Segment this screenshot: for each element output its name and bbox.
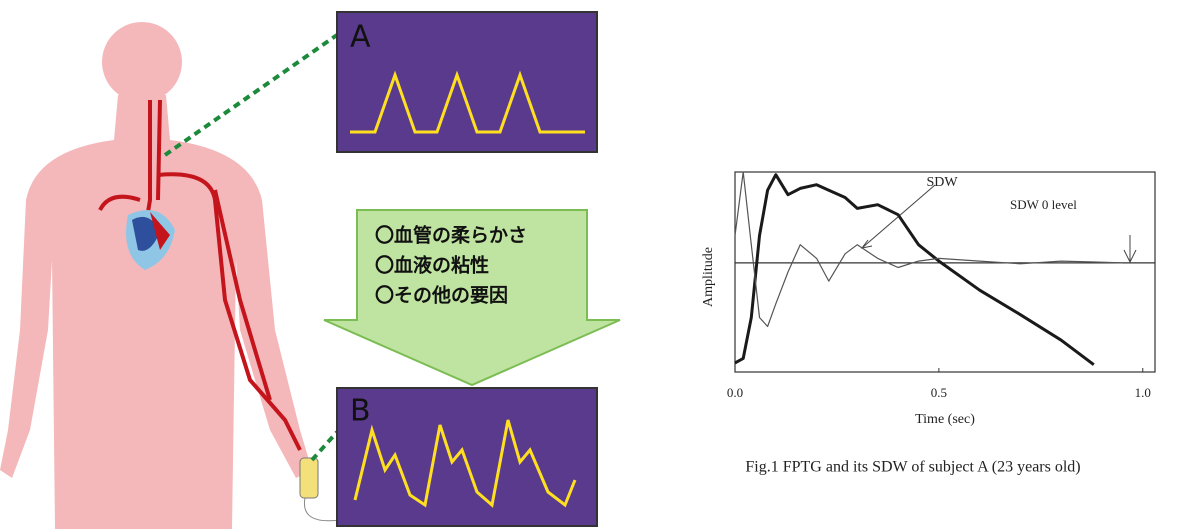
sensor: [299, 457, 319, 499]
annotation-arrow: [1123, 235, 1137, 264]
sensor-cable: [303, 497, 341, 522]
panel-label: B: [350, 394, 371, 429]
factor-text: 〇血液の粘性: [375, 254, 489, 277]
heart: [126, 210, 175, 270]
series-line: [734, 173, 1095, 366]
x-tick-label: 0.0: [727, 385, 743, 400]
x-axis-label: Time (sec): [915, 412, 975, 427]
panel-label: A: [350, 20, 371, 55]
connector: [310, 430, 339, 462]
panel-a: [336, 11, 598, 153]
plot-frame: [734, 171, 1156, 373]
annotation: SDW 0 level: [1010, 197, 1077, 212]
x-tick-label: 0.5: [931, 385, 947, 400]
factor-arrow: [323, 209, 621, 387]
waveform-a: [350, 70, 585, 134]
waveform-b: [353, 419, 577, 508]
factor-text: 〇血管の柔らかさ: [375, 224, 527, 247]
factor-text: 〇その他の要因: [375, 284, 508, 307]
caption: Fig.1 FPTG and its SDW of subject A (23 …: [745, 459, 1080, 476]
annotation: SDW: [926, 175, 958, 190]
connector: [163, 33, 339, 157]
x-tick-label: 1.0: [1135, 385, 1151, 400]
y-axis-label: Amplitude: [701, 247, 716, 307]
series-line: [734, 171, 1123, 328]
panel-b: [336, 387, 598, 527]
body-illustration: [0, 22, 312, 529]
